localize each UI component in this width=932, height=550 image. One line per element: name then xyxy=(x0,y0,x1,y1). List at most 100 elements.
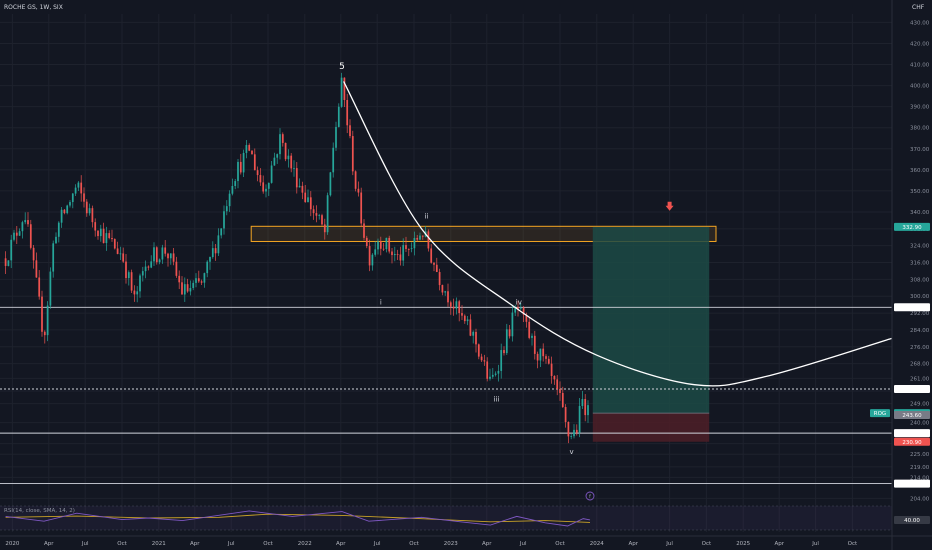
candle-body xyxy=(430,248,433,263)
candle-body xyxy=(346,99,349,126)
candle-body xyxy=(141,271,144,276)
candle-body xyxy=(486,361,489,379)
candle-body xyxy=(475,331,477,345)
candle-body xyxy=(435,264,438,273)
candle-body xyxy=(253,154,256,171)
candle-body xyxy=(192,282,195,289)
candle-body xyxy=(136,291,139,295)
candle-body xyxy=(231,185,234,194)
candle-body xyxy=(265,188,267,192)
candle-body xyxy=(122,253,125,262)
rsi-line xyxy=(5,510,591,527)
candle-body xyxy=(421,235,424,237)
price-tag-label: 332.90 xyxy=(902,225,922,231)
x-tick-label: Oct xyxy=(555,541,565,547)
candle-body xyxy=(203,273,206,283)
candle-body xyxy=(466,319,469,322)
candle-body xyxy=(102,228,105,244)
x-tick-label: Jul xyxy=(665,541,673,547)
candle-body xyxy=(281,134,284,143)
candle-body xyxy=(581,399,584,407)
candle-body xyxy=(18,231,21,236)
candle-body xyxy=(234,181,237,186)
candle-body xyxy=(553,375,556,380)
candle-body xyxy=(245,145,248,153)
candle-body xyxy=(108,233,111,238)
price-tag-label: 211.05 xyxy=(902,482,922,488)
candle-body xyxy=(433,262,435,265)
x-tick-label: 2020 xyxy=(5,541,19,547)
candle-body xyxy=(472,331,475,336)
candle-body xyxy=(315,213,318,216)
x-tick-label: Oct xyxy=(409,541,419,547)
x-tick-label: Jul xyxy=(811,541,819,547)
x-tick-label: Apr xyxy=(336,541,346,547)
candle-body xyxy=(517,307,519,309)
candle-body xyxy=(337,106,340,127)
candle-body xyxy=(183,284,186,295)
candle-body xyxy=(547,358,550,364)
candle-body xyxy=(43,331,46,336)
time-axis[interactable]: 2020 Apr Jul Oct 2021 Apr Jul Oct 2022 Apr Jul Oct 2… xyxy=(0,535,932,547)
curve-group xyxy=(343,81,893,387)
candle-body xyxy=(178,275,181,283)
candle-body xyxy=(559,388,561,393)
wave-label: v xyxy=(570,448,574,456)
candle-body xyxy=(167,253,169,259)
y-tick-label: 268.00 xyxy=(910,362,930,368)
candle-body xyxy=(256,170,259,176)
y-tick-label: 380.00 xyxy=(910,126,930,132)
candle-body xyxy=(309,197,312,210)
candle-body xyxy=(564,407,567,422)
candle-body xyxy=(494,373,497,375)
candle-body xyxy=(480,356,483,361)
candle-body xyxy=(393,254,396,256)
candle-body xyxy=(584,399,587,416)
candle-body xyxy=(158,259,161,263)
candle-body xyxy=(164,247,167,254)
candle-body xyxy=(80,182,83,194)
candle-body xyxy=(262,182,265,192)
stop-zone[interactable] xyxy=(592,413,710,442)
candle-body xyxy=(200,281,203,283)
candle-body xyxy=(161,247,164,260)
candle-body xyxy=(85,201,88,214)
candle-body xyxy=(321,215,323,225)
candle-body xyxy=(335,126,337,148)
candle-body xyxy=(329,172,332,196)
candle-body xyxy=(365,237,368,247)
candle-body xyxy=(94,222,97,231)
candle-body xyxy=(4,258,7,266)
candle-body xyxy=(239,161,242,173)
candle-body xyxy=(304,192,307,202)
x-tick-label: 2025 xyxy=(736,541,750,547)
candle-body xyxy=(469,319,472,336)
y-tick-label: 430.00 xyxy=(910,20,930,26)
candle-body xyxy=(573,429,575,437)
candle-body xyxy=(410,248,413,250)
candle-body xyxy=(41,296,43,332)
x-tick-label: Oct xyxy=(702,541,712,547)
y-tick-label: 350.00 xyxy=(910,189,930,195)
y-tick-label: 340.00 xyxy=(910,210,930,216)
candle-body xyxy=(385,237,388,250)
candle-body xyxy=(301,185,304,193)
candle-body xyxy=(77,182,80,188)
candle-body xyxy=(228,193,231,207)
candle-body xyxy=(556,379,559,389)
ticker-badge xyxy=(870,409,890,418)
y-tick-label: 261.00 xyxy=(910,376,930,382)
y-tick-label: 410.00 xyxy=(910,63,930,69)
y-tick-label: 225.00 xyxy=(910,452,930,458)
candle-body xyxy=(279,134,281,155)
candle-body xyxy=(217,235,220,254)
candle-body xyxy=(503,350,505,354)
candle-body xyxy=(295,168,298,188)
long-position-group[interactable] xyxy=(592,226,710,442)
candle-body xyxy=(528,321,531,338)
candle-body xyxy=(83,193,85,202)
target-zone[interactable] xyxy=(592,226,710,414)
